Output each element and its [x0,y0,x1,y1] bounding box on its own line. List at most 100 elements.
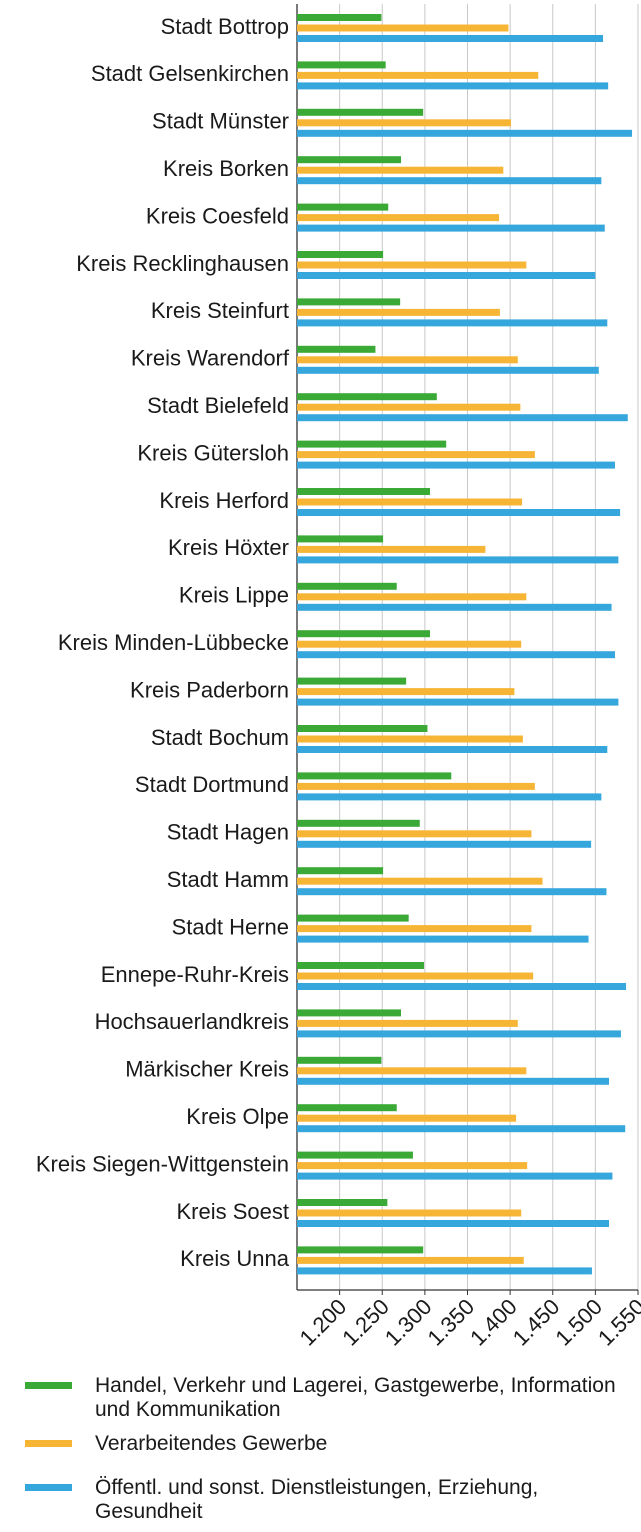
bar [297,725,428,732]
bar [297,71,539,79]
y-tick-label: Stadt Herne [172,914,289,939]
bar [297,925,532,933]
bar [297,651,615,659]
y-tick-label: Kreis Soest [177,1199,290,1224]
bar [297,345,376,353]
bar [297,1030,621,1038]
y-tick-label: Kreis Minden-Lübbecke [58,630,289,655]
bar [297,156,402,164]
bar [297,1162,528,1170]
y-tick-label: Stadt Bielefeld [147,393,289,418]
y-tick-label: Stadt Dortmund [135,772,289,797]
y-tick-label: Kreis Gütersloh [137,440,289,465]
legend-label: Verarbeitendes Gewerbe [95,1432,328,1455]
bar [297,1151,413,1159]
x-tick-label: 1.250 [337,1294,394,1350]
y-tick-label: Stadt Hamm [167,867,289,892]
bar [297,1172,613,1180]
bar [297,793,602,801]
y-tick-label: Kreis Steinfurt [151,298,289,323]
bar [297,1056,382,1064]
bar [297,535,384,543]
bar [297,698,619,706]
x-tick-label: 1.350 [423,1294,480,1350]
bar [297,1104,397,1112]
bar [297,735,523,743]
y-tick-label: Kreis Höxter [168,535,289,560]
bar [297,888,607,896]
bar [297,24,509,32]
bar [297,224,605,232]
bar [297,962,425,969]
y-tick-label: Kreis Warendorf [131,346,290,371]
bar [297,556,619,564]
bar [297,177,602,185]
bar [297,772,452,780]
legend-swatch [25,1382,72,1389]
bar [297,414,628,422]
y-tick-label: Kreis Coesfeld [146,203,289,228]
y-tick-label: Stadt Bochum [151,725,289,750]
chart: 1.2001.2501.3001.3501.4001.4501.5001.550… [36,4,641,1350]
y-tick-label: Stadt Bottrop [161,14,289,39]
bar [297,129,633,137]
bar [297,1246,424,1254]
bar [297,166,504,174]
bar [297,840,592,848]
bar [297,688,515,696]
bar [297,1199,388,1206]
bar [297,119,511,127]
y-tick-label: Kreis Recklinghausen [76,251,289,276]
bar [297,1256,524,1264]
bar [297,1067,527,1075]
bar [297,1267,592,1275]
bar [297,746,608,753]
bar [297,308,500,316]
y-tick-label: Hochsauerlandkreis [95,1009,289,1034]
bar [297,440,447,448]
legend-label: Handel, Verkehr und Lagerei, Gastgewerbe… [95,1374,616,1421]
bar [297,14,382,21]
bar [297,545,486,553]
bar [297,272,596,279]
bar [297,782,535,790]
bar [297,35,604,42]
bar [297,935,589,943]
y-tick-label: Kreis Herford [159,488,289,513]
x-tick-label: 1.500 [550,1294,607,1350]
bar [297,983,627,990]
bar [297,1009,402,1017]
bar [297,356,518,364]
bar [297,488,430,495]
bar [297,451,535,459]
y-tick-label: Stadt Hagen [167,820,289,845]
bar [297,1220,610,1227]
bar [297,366,599,374]
bar [297,298,401,306]
bar [297,867,384,875]
x-tick-label: 1.300 [380,1294,437,1350]
bar [297,393,437,401]
y-tick-label: Kreis Lippe [179,583,289,608]
bar [297,403,521,411]
bar [297,1019,518,1027]
bar [297,82,609,90]
bar [297,214,500,222]
bar [297,630,430,638]
bar [297,1125,626,1133]
bar [297,877,543,885]
y-tick-label: Märkischer Kreis [125,1057,289,1082]
bar [297,914,409,922]
bar [297,1209,522,1217]
bar [297,461,615,469]
bar [297,498,523,506]
bar [297,61,386,69]
x-tick-label: 1.400 [465,1294,522,1350]
y-tick-label: Stadt Münster [152,109,289,134]
bar [297,582,397,590]
x-tick-label: 1.550 [593,1294,641,1350]
y-tick-label: Kreis Borken [163,156,289,181]
bar [297,509,621,516]
bar [297,972,534,980]
x-tick-label: 1.200 [295,1294,352,1350]
